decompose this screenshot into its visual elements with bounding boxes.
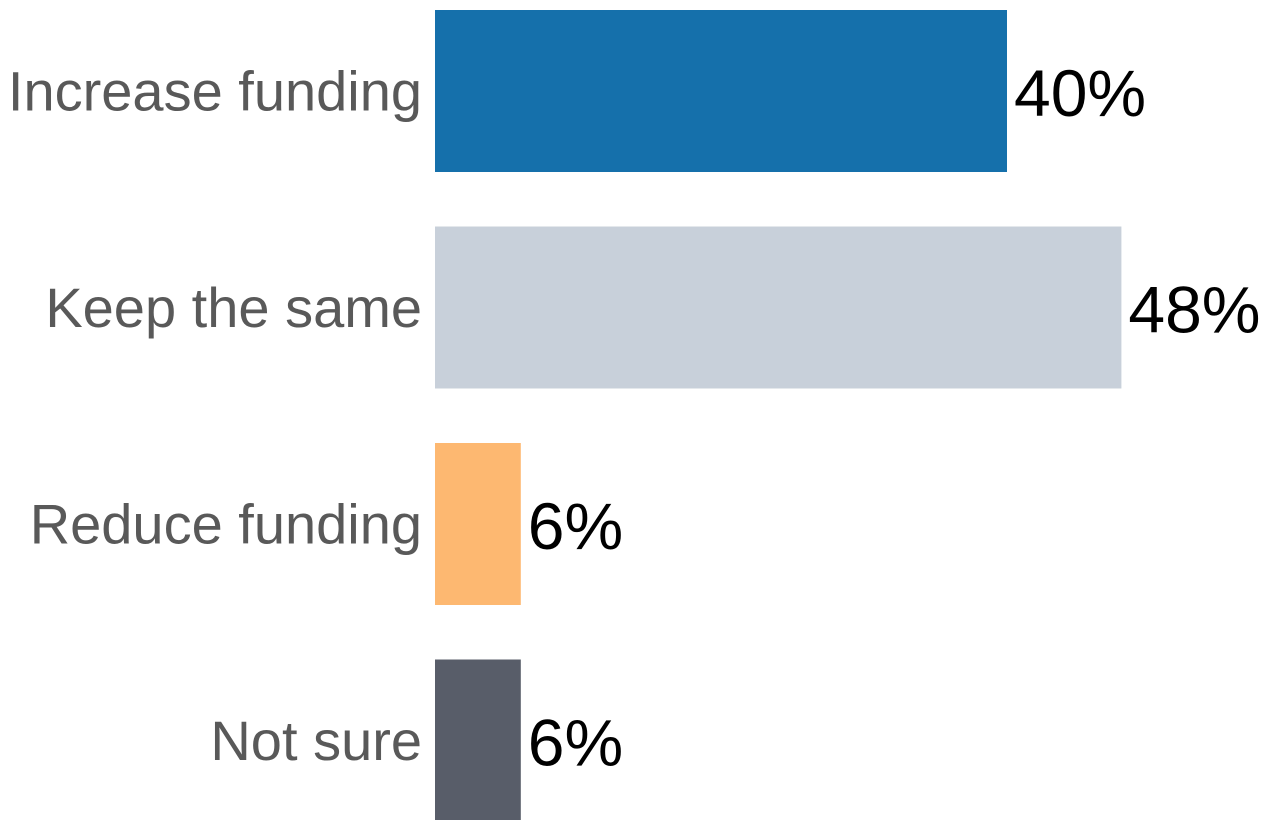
bar-keep-the-same: [435, 226, 1122, 389]
bar-increase-funding: [435, 10, 1007, 172]
value-label-reduce-funding: 6%: [528, 489, 623, 563]
category-label-reduce-funding: Reduce funding: [30, 493, 422, 556]
value-label-not-sure: 6%: [528, 706, 623, 780]
category-label-not-sure: Not sure: [210, 709, 422, 772]
value-label-keep-the-same: 48%: [1128, 273, 1260, 347]
category-label-increase-funding: Increase funding: [8, 60, 422, 123]
category-labels: Increase funding Keep the same Reduce fund…: [8, 60, 422, 773]
value-labels: 40% 48% 6% 6%: [528, 56, 1261, 780]
category-label-keep-the-same: Keep the same: [45, 276, 422, 339]
value-label-increase-funding: 40%: [1014, 56, 1146, 130]
bars: [435, 10, 1122, 820]
bar-reduce-funding: [435, 443, 521, 605]
bar-not-sure: [435, 659, 521, 820]
